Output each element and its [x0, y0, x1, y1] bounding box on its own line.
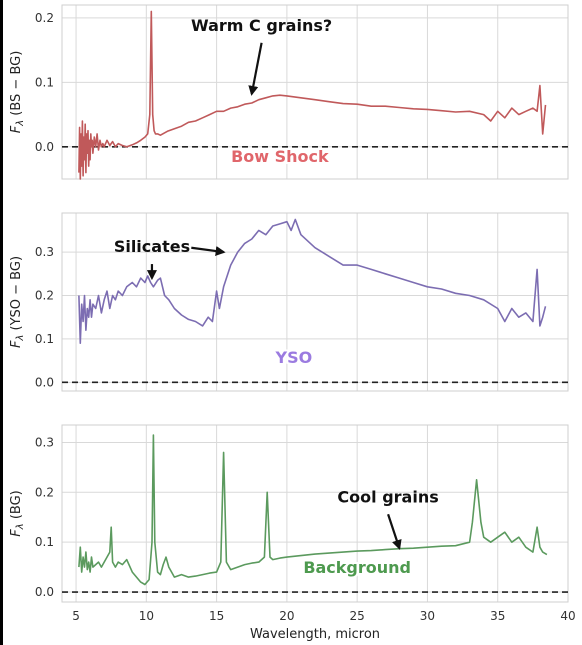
spectrum-series-line — [78, 10, 547, 180]
y-tick-label: 0.0 — [35, 585, 54, 599]
y-tick-label: 0.2 — [35, 11, 54, 25]
plot-frame — [61, 212, 569, 392]
panel-label: YSO — [275, 348, 313, 367]
x-tick-label: 5 — [72, 609, 80, 623]
annotation-text: Silicates — [114, 237, 190, 256]
panel-background: 0.0 0.1 0.2 0.3 Fλ (BG) Cool grains Background… — [9, 424, 576, 642]
y-axis-label: Fλ (YSO − BG) — [9, 256, 26, 348]
spectrum-series-line — [78, 218, 547, 345]
y-tick-label: 0.3 — [35, 245, 54, 259]
y-tick-label: 0.1 — [35, 75, 54, 89]
x-tick-label: 40 — [560, 609, 575, 623]
annotation-arrow — [248, 42, 263, 96]
y-axis-label: Fλ (BG) — [9, 490, 26, 536]
panel-bow-shock: 0.0 0.1 0.2 Fλ (BS − BG) Warm C grains? Bow S… — [9, 4, 569, 180]
y-tick-label: 0.0 — [35, 375, 54, 389]
panel-label: Background — [303, 558, 411, 577]
annotation-arrow — [387, 513, 402, 551]
x-tick-label: 10 — [139, 609, 154, 623]
panel-label: Bow Shock — [231, 147, 329, 166]
annotation-text: Warm C grains? — [191, 16, 332, 35]
y-tick-label: 0.2 — [35, 288, 54, 302]
y-tick-label: 0.2 — [35, 485, 54, 499]
panel-yso: 0.0 0.1 0.2 0.3 Fλ (YSO − BG) Silicates YSO — [9, 212, 569, 392]
y-tick-label: 0.3 — [35, 435, 54, 449]
annotation-arrow — [191, 246, 226, 256]
left-edge-bar — [0, 0, 3, 645]
x-tick-label: 15 — [209, 609, 224, 623]
x-tick-label: 30 — [420, 609, 435, 623]
y-tick-label: 0.1 — [35, 535, 54, 549]
x-tick-label: 20 — [279, 609, 294, 623]
plot-frame — [61, 4, 569, 180]
annotation-text: Cool grains — [337, 487, 438, 506]
plot-frame — [61, 424, 569, 603]
x-tick-label: 35 — [490, 609, 505, 623]
y-tick-label: 0.0 — [35, 140, 54, 154]
spectrum-series-line — [78, 434, 548, 586]
y-axis-label: Fλ (BS − BG) — [9, 51, 26, 134]
x-tick-label: 25 — [350, 609, 365, 623]
y-tick-label: 0.1 — [35, 332, 54, 346]
x-axis-label: Wavelength, micron — [250, 627, 380, 642]
